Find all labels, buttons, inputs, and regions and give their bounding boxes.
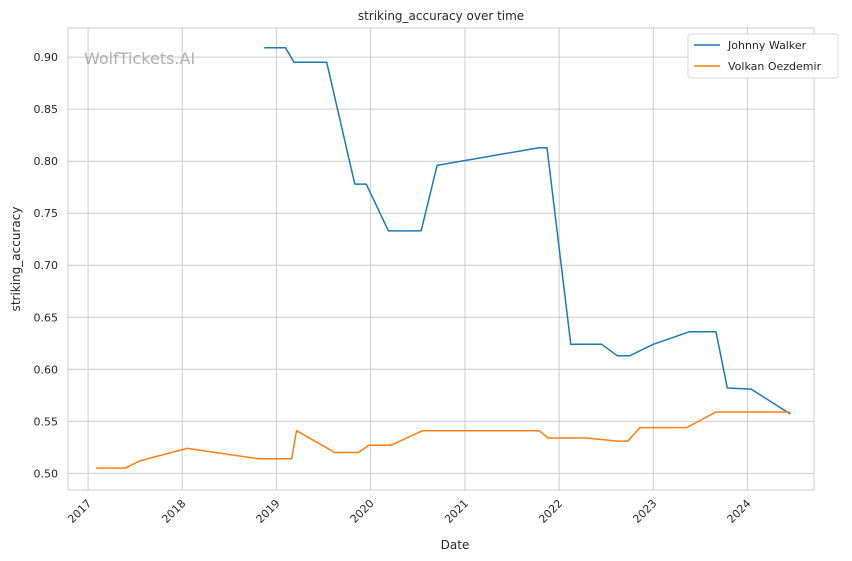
y-tick-label: 0.70 <box>34 259 59 272</box>
y-tick-label: 0.75 <box>34 207 59 220</box>
legend-label-johnny-walker: Johnny Walker <box>727 39 807 52</box>
x-gridlines <box>87 28 748 490</box>
y-tick-label: 0.60 <box>34 363 59 376</box>
y-tick-label: 0.85 <box>34 103 59 116</box>
y-tick-labels: 0.50 0.55 0.60 0.65 0.70 0.75 0.80 0.85 0.90 <box>34 51 59 480</box>
legend-box <box>687 33 839 79</box>
legend-label-volkan-oezdemir: Volkan Oezdemir <box>728 60 822 73</box>
x-axis-title: Date <box>441 538 470 552</box>
plot-area <box>68 28 814 490</box>
y-tick-label: 0.80 <box>34 155 59 168</box>
series-line-johnny-walker <box>264 47 791 415</box>
y-gridlines <box>68 56 814 474</box>
series-layer <box>96 47 791 469</box>
watermark-text: WolfTickets.AI <box>84 49 195 68</box>
chart-title: striking_accuracy over time <box>358 9 524 23</box>
y-tick-label: 0.90 <box>34 51 59 64</box>
y-tick-label: 0.55 <box>34 415 59 428</box>
y-tick-label: 0.65 <box>34 311 59 324</box>
series-line-volkan-oezdemir <box>96 411 791 469</box>
plot-frame <box>67 27 815 491</box>
y-axis-title: striking_accuracy <box>9 207 23 312</box>
legend: Johnny Walker Volkan Oezdemir <box>687 33 839 79</box>
y-tick-label: 0.50 <box>34 467 59 480</box>
